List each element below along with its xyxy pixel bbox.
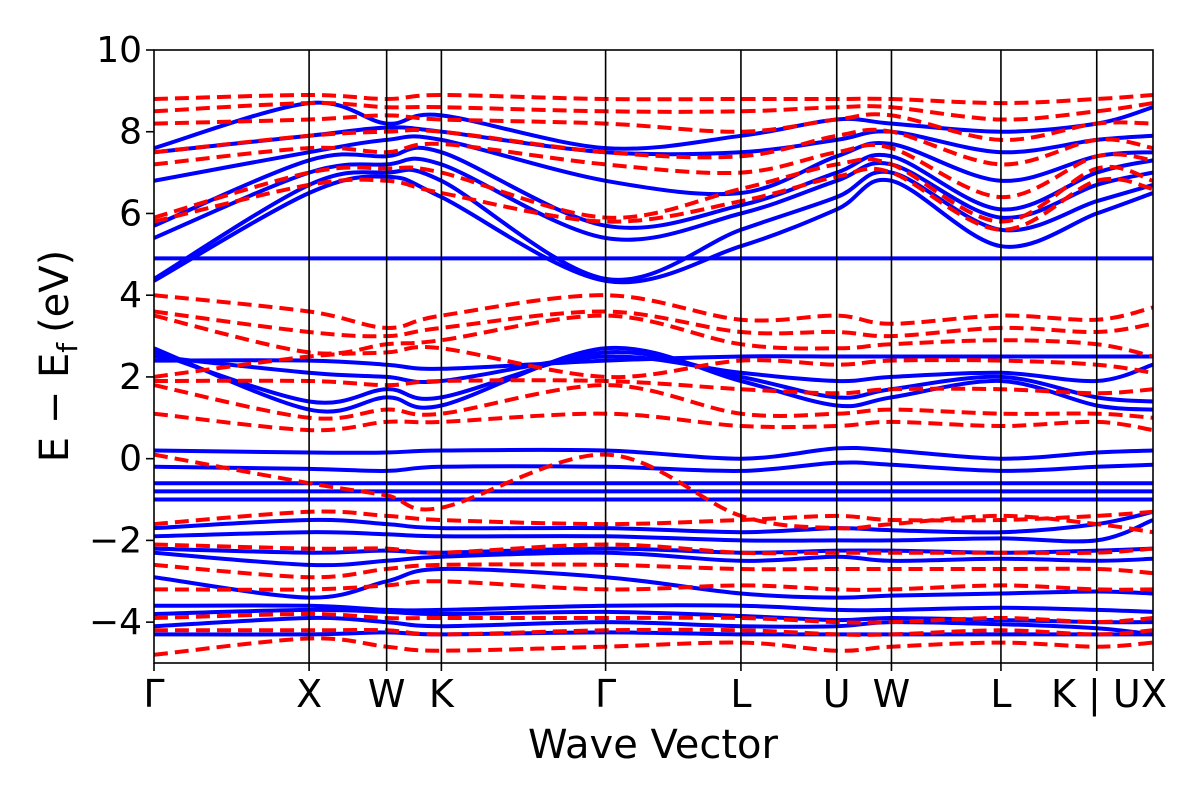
solid-band-8 <box>154 509 1153 535</box>
x-tick-label: Γ <box>595 672 616 716</box>
solid-band-2 <box>154 607 1153 625</box>
dashed-band-19 <box>154 112 1153 142</box>
dashed-band-1 <box>154 627 1153 637</box>
dashed-band-20 <box>154 101 1153 122</box>
y-tick-label: 6 <box>119 193 142 234</box>
solid-band-12 <box>154 460 1153 473</box>
solid-band-0 <box>154 630 1153 637</box>
dashed-band-14 <box>154 293 1153 330</box>
x-tick-label: X <box>296 672 322 716</box>
dashed-band-7 <box>154 452 1153 535</box>
x-tick-label: Γ <box>143 672 164 716</box>
solid-band-5 <box>154 550 1153 568</box>
dashed-band-2 <box>154 612 1153 625</box>
dashed-band-13 <box>154 309 1153 339</box>
y-tick-label: 0 <box>119 439 142 480</box>
solid-band-7 <box>154 518 1153 544</box>
y-tick-label: 4 <box>119 275 142 316</box>
y-axis-label-main: E − E <box>32 353 78 463</box>
dashed-band-15 <box>154 166 1153 232</box>
solid-band-16 <box>154 354 1153 385</box>
x-tick-label: W <box>368 672 406 716</box>
solid-band-17 <box>154 354 1153 371</box>
y-axis-ticks: −4 −2 0 2 4 6 8 10 <box>89 30 154 643</box>
dashed-band-12 <box>154 313 1153 359</box>
solid-band-21 <box>154 156 1153 242</box>
y-axis-label-unit: (eV) <box>32 250 78 333</box>
dashed-band-10 <box>154 378 1153 396</box>
plot-frame <box>153 49 1154 664</box>
dashed-band-16 <box>154 157 1153 224</box>
solid-band-3 <box>154 603 1153 614</box>
bands-layer <box>154 93 1153 657</box>
solid-band-19 <box>154 174 1153 285</box>
y-tick-label: 10 <box>96 30 142 71</box>
high-symmetry-lines <box>308 50 1098 663</box>
solid-band-23 <box>154 134 1153 197</box>
y-axis-label: E − Ef (eV) <box>32 250 84 463</box>
dashed-band-5 <box>154 542 1153 556</box>
dashed-band-3 <box>154 579 1153 592</box>
y-tick-label: −2 <box>89 520 142 561</box>
x-tick-label: L <box>990 672 1011 716</box>
solid-band-22 <box>154 145 1153 230</box>
dashed-band-0 <box>154 636 1153 657</box>
x-tick-label: K | U <box>1051 672 1141 717</box>
x-tick-label: W <box>873 672 911 716</box>
solid-band-1 <box>154 615 1153 637</box>
x-tick-label: L <box>730 672 751 716</box>
y-axis-label-subscript: f <box>51 342 84 353</box>
dashed-band-11 <box>154 345 1153 380</box>
solid-band-13 <box>154 445 1153 461</box>
x-tick-label: U <box>823 672 851 716</box>
dashed-band-6 <box>154 509 1153 527</box>
solid-band-24 <box>154 125 1153 157</box>
x-tick-label: X <box>1141 672 1167 716</box>
dashed-band-8 <box>154 411 1153 433</box>
dashed-band-21 <box>154 93 1153 106</box>
solid-band-25 <box>154 100 1153 151</box>
x-tick-label: K <box>429 672 455 716</box>
dashed-band-18 <box>154 127 1153 167</box>
x-axis-label: Wave Vector <box>528 722 779 768</box>
y-tick-label: 2 <box>119 357 142 398</box>
dashed-band-4 <box>154 562 1153 580</box>
dashed-band-9 <box>154 383 1153 421</box>
solid-band-4 <box>154 566 1153 600</box>
y-tick-label: 8 <box>119 112 142 153</box>
y-tick-label: −4 <box>89 602 142 643</box>
